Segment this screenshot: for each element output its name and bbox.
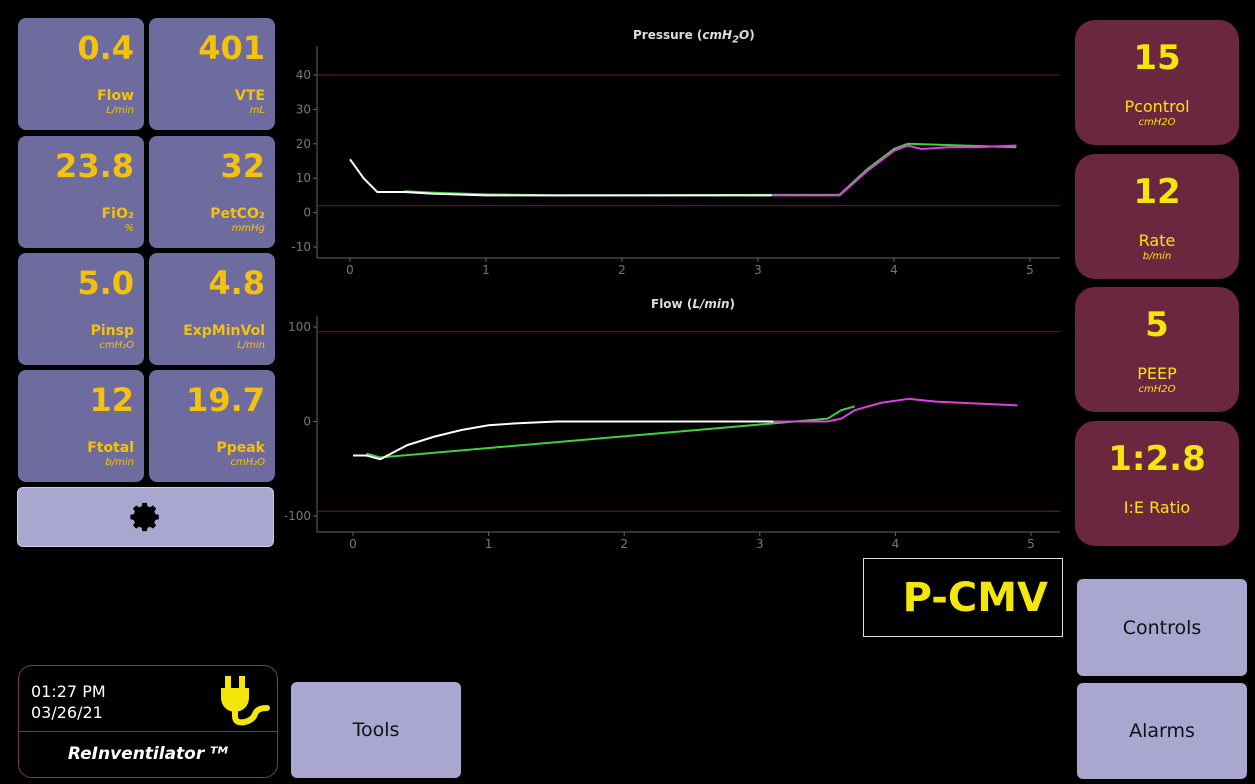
control-ieratio[interactable]: 1:2.8 I:E Ratio bbox=[1075, 421, 1239, 546]
x-tick-label: 1 bbox=[485, 537, 493, 551]
plug-icon bbox=[221, 676, 270, 726]
x-tick-label: 3 bbox=[754, 263, 762, 277]
vital-unit: cmH₂O bbox=[230, 457, 265, 468]
vital-unit: b/min bbox=[105, 457, 134, 468]
pressure-chart: -10 0 10 20 30 40 0 1 2 3 4 5 bbox=[291, 46, 1060, 277]
vital-label: PetCO₂ bbox=[210, 206, 265, 222]
control-label: I:E Ratio bbox=[1123, 498, 1191, 517]
control-unit: cmH2O bbox=[1138, 384, 1176, 395]
control-pcontrol[interactable]: 15 Pcontrol cmH2O bbox=[1075, 20, 1239, 145]
vital-unit: L/min bbox=[106, 105, 134, 116]
series-line bbox=[771, 144, 1017, 197]
x-tick-label: 0 bbox=[349, 537, 357, 551]
vital-value: 401 bbox=[198, 29, 265, 67]
y-tick-label: -10 bbox=[291, 240, 311, 254]
y-tick-label: 30 bbox=[296, 102, 311, 116]
vital-unit: % bbox=[124, 223, 134, 234]
vital-value: 32 bbox=[220, 147, 265, 185]
control-value: 15 bbox=[1133, 38, 1181, 78]
tools-button[interactable]: Tools bbox=[291, 682, 461, 778]
series-line bbox=[353, 420, 774, 461]
x-tick-label: 2 bbox=[620, 537, 628, 551]
vital-label: Ftotal bbox=[87, 440, 134, 456]
vital-label: VTE bbox=[235, 88, 265, 104]
settings-button[interactable] bbox=[17, 487, 274, 547]
control-label: PEEP bbox=[1137, 364, 1177, 383]
vital-label: FiO₂ bbox=[101, 206, 134, 222]
control-unit: b/min bbox=[1142, 251, 1172, 262]
control-label: Rate bbox=[1138, 231, 1176, 250]
control-peep[interactable]: 5 PEEP cmH2O bbox=[1075, 287, 1239, 412]
series-line bbox=[773, 397, 1018, 423]
vital-label: Pinsp bbox=[90, 323, 134, 339]
x-tick-label: 5 bbox=[1027, 537, 1035, 551]
vital-unit: cmH₂O bbox=[99, 340, 134, 351]
control-value: 1:2.8 bbox=[1108, 439, 1206, 479]
vital-tile-fio: 23.8 FiO₂ % bbox=[18, 136, 144, 248]
vital-unit: mmHg bbox=[231, 223, 265, 234]
y-tick-label: 40 bbox=[296, 68, 311, 82]
date-text: 03/26/21 bbox=[31, 703, 103, 722]
mode-indicator: P-CMV bbox=[863, 558, 1063, 637]
vital-label: Ppeak bbox=[216, 440, 265, 456]
x-tick-label: 3 bbox=[756, 537, 764, 551]
vital-label: Flow bbox=[97, 88, 134, 104]
x-tick-label: 2 bbox=[618, 263, 626, 277]
alarms-button[interactable]: Alarms bbox=[1077, 683, 1247, 779]
control-rate[interactable]: 12 Rate b/min bbox=[1075, 154, 1239, 279]
vital-tile-vte: 401 VTE mL bbox=[149, 18, 275, 130]
vital-value: 12 bbox=[89, 381, 134, 419]
vital-tile-ftotal: 12 Ftotal b/min bbox=[18, 370, 144, 482]
controls-button[interactable]: Controls bbox=[1077, 579, 1247, 676]
flow-chart: -100 0 100 0 1 2 3 4 5 bbox=[285, 316, 1060, 551]
x-tick-label: 0 bbox=[346, 263, 354, 277]
control-unit: cmH2O bbox=[1138, 117, 1176, 128]
y-tick-label: -100 bbox=[285, 509, 311, 523]
series-line bbox=[366, 405, 855, 459]
control-label: Pcontrol bbox=[1124, 97, 1190, 116]
vital-value: 4.8 bbox=[208, 264, 265, 302]
vital-unit: mL bbox=[249, 105, 265, 116]
vital-label: ExpMinVol bbox=[183, 323, 265, 339]
flow-chart-title: Flow (L/min) bbox=[651, 297, 735, 311]
vital-value: 0.4 bbox=[77, 29, 134, 67]
vital-tile-ppeak: 19.7 Ppeak cmH₂O bbox=[149, 370, 275, 482]
y-tick-label: 10 bbox=[296, 171, 311, 185]
x-tick-label: 4 bbox=[892, 537, 900, 551]
gear-icon bbox=[129, 502, 159, 532]
y-tick-label: 0 bbox=[303, 206, 311, 220]
control-value: 12 bbox=[1133, 172, 1181, 212]
series-line bbox=[349, 158, 772, 197]
clock-panel: 01:27 PM 03/26/21 ReInventilator ᵀᴹ bbox=[18, 665, 278, 778]
vital-tile-flow: 0.4 Flow L/min bbox=[18, 18, 144, 130]
brand-label: ReInventilator ᵀᴹ bbox=[67, 744, 229, 764]
vital-tile-pinsp: 5.0 Pinsp cmH₂O bbox=[18, 253, 144, 365]
x-tick-label: 5 bbox=[1026, 263, 1034, 277]
vital-value: 5.0 bbox=[77, 264, 134, 302]
vital-tile-expminvol: 4.8 ExpMinVol L/min bbox=[149, 253, 275, 365]
y-tick-label: 100 bbox=[288, 320, 311, 334]
pressure-chart-title: Pressure (cmH2O) bbox=[633, 28, 755, 46]
vital-value: 23.8 bbox=[55, 147, 134, 185]
vital-unit: L/min bbox=[237, 340, 265, 351]
x-tick-label: 1 bbox=[482, 263, 490, 277]
y-tick-label: 20 bbox=[296, 137, 311, 151]
control-value: 5 bbox=[1145, 305, 1169, 345]
vital-value: 19.7 bbox=[186, 381, 265, 419]
y-tick-label: 0 bbox=[303, 415, 311, 429]
vital-tile-petco: 32 PetCO₂ mmHg bbox=[149, 136, 275, 248]
x-tick-label: 4 bbox=[890, 263, 898, 277]
time-text: 01:27 PM bbox=[31, 682, 106, 701]
series-line bbox=[404, 142, 1017, 197]
